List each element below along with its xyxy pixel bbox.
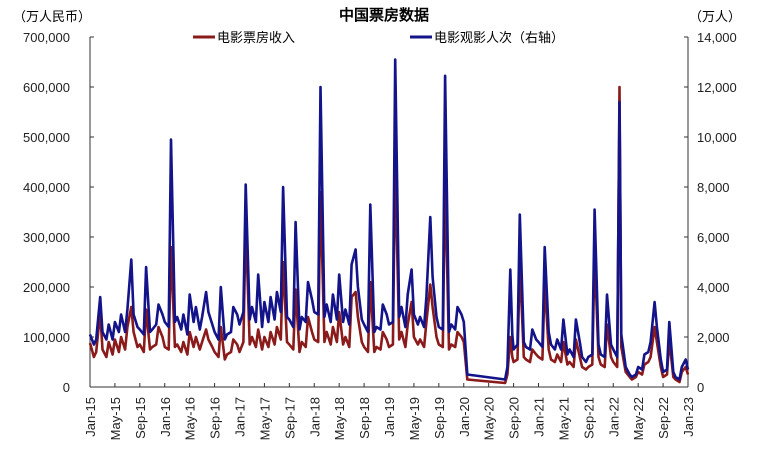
x-tick-label: May-22 xyxy=(631,397,646,440)
x-tick-label: Sep-21 xyxy=(581,397,596,439)
y-right-tick-label: 12,000 xyxy=(697,80,737,95)
y-left-tick-label: 0 xyxy=(63,380,70,395)
x-tick-label: Sep-16 xyxy=(208,397,223,439)
legend-label-revenue: 电影票房收入 xyxy=(217,30,295,46)
x-tick-label: May-20 xyxy=(482,397,497,440)
axes: 0 100,000 200,000 300,000 400,000 500,000 600,… xyxy=(23,30,737,440)
y-left-tick-label: 700,000 xyxy=(23,30,70,45)
x-tick-label: Sep-15 xyxy=(133,397,148,439)
x-tick-label: Jan-16 xyxy=(158,397,173,437)
left-axis-unit: （万人民币） xyxy=(13,10,91,25)
x-tick-label: Jan-18 xyxy=(307,397,322,437)
series-line-attendance xyxy=(88,58,690,381)
y-left-tick-label: 600,000 xyxy=(23,80,70,95)
y-left-tick-label: 500,000 xyxy=(23,130,70,145)
y-left-tick-label: 100,000 xyxy=(23,330,70,345)
x-tick-label: Jan-23 xyxy=(681,397,696,437)
y-left-tick-label: 200,000 xyxy=(23,280,70,295)
y-right-tick-label: 4,000 xyxy=(697,280,730,295)
x-tick-label: Jan-22 xyxy=(606,397,621,437)
x-tick-label: May-16 xyxy=(183,397,198,440)
x-tick-label: May-18 xyxy=(332,397,347,440)
y-right-tick-label: 10,000 xyxy=(697,130,737,145)
y-right-tick-label: 14,000 xyxy=(697,30,737,45)
series-layer xyxy=(88,58,690,385)
x-tick-label: Jan-20 xyxy=(457,397,472,437)
legend-item-attendance: 电影观影人次（右轴） xyxy=(410,30,564,46)
y-left-tick-label: 400,000 xyxy=(23,180,70,195)
y-right-tick-label: 2,000 xyxy=(697,330,730,345)
legend: 电影票房收入 电影观影人次（右轴） xyxy=(193,30,564,46)
y-right-tick-label: 8,000 xyxy=(697,180,730,195)
right-axis-unit: （万人） xyxy=(689,10,741,25)
x-tick-label: Sep-20 xyxy=(507,397,522,439)
x-tick-label: May-17 xyxy=(257,397,272,440)
x-tick-label: May-21 xyxy=(556,397,571,440)
x-tick-label: Sep-17 xyxy=(282,397,297,439)
y-right-tick-label: 6,000 xyxy=(697,230,730,245)
x-tick-label: Jan-19 xyxy=(382,397,397,437)
x-tick-label: May-19 xyxy=(407,397,422,440)
x-tick-label: Jan-15 xyxy=(83,397,98,437)
x-tick-label: May-15 xyxy=(108,397,123,440)
legend-label-attendance: 电影观影人次（右轴） xyxy=(434,30,564,46)
x-tick-label: Sep-18 xyxy=(357,397,372,439)
chart-title: 中国票房数据 xyxy=(339,6,429,24)
x-tick-label: Sep-19 xyxy=(432,397,447,439)
legend-item-revenue: 电影票房收入 xyxy=(193,30,295,46)
x-tick-label: Sep-22 xyxy=(656,397,671,439)
x-tick-label: Jan-17 xyxy=(233,397,248,437)
y-left-tick-label: 300,000 xyxy=(23,230,70,245)
x-tick-label: Jan-21 xyxy=(532,397,547,437)
y-right-tick-label: 0 xyxy=(697,380,704,395)
